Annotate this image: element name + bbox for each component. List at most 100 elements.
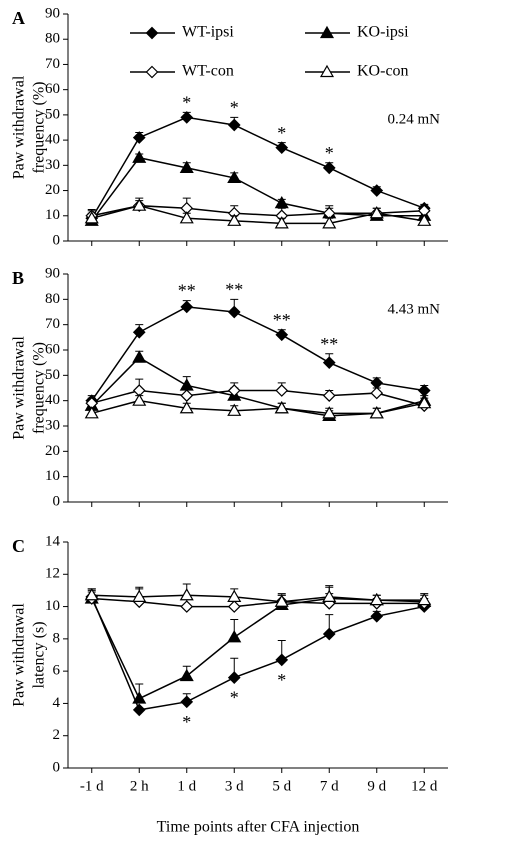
legend-label: WT-ipsi bbox=[182, 24, 234, 41]
triangle-marker bbox=[132, 350, 147, 363]
triangle-marker bbox=[84, 211, 99, 224]
y-tick-label: 20 bbox=[45, 443, 60, 459]
triangle-marker bbox=[319, 25, 335, 39]
triangle-marker bbox=[322, 589, 337, 602]
triangle-marker bbox=[132, 393, 147, 406]
x-tick-label: 5 d bbox=[272, 778, 291, 794]
significance-mark: * bbox=[182, 92, 191, 112]
y-axis-title: latency (s) bbox=[31, 621, 48, 688]
diamond-marker bbox=[145, 65, 159, 79]
significance-mark: * bbox=[277, 123, 286, 143]
diamond-marker bbox=[322, 627, 336, 641]
triangle-marker bbox=[84, 588, 99, 601]
y-tick-label: 12 bbox=[45, 566, 60, 582]
triangle-marker bbox=[274, 401, 289, 414]
triangle-marker bbox=[369, 206, 384, 219]
y-tick-label: 14 bbox=[45, 533, 61, 549]
significance-mark: ** bbox=[273, 310, 291, 330]
diamond-marker bbox=[370, 386, 384, 400]
y-axis-title: Paw withdrawal bbox=[11, 603, 28, 707]
triangle-marker bbox=[179, 588, 194, 601]
diamond-marker bbox=[132, 703, 146, 717]
diamond-marker bbox=[145, 26, 159, 40]
x-tick-label: 3 d bbox=[225, 778, 244, 794]
triangle-marker bbox=[322, 216, 337, 229]
triangle-marker bbox=[179, 160, 194, 173]
legend-label: KO-ipsi bbox=[357, 24, 409, 41]
y-tick-label: 30 bbox=[45, 417, 60, 433]
series-line bbox=[91, 594, 425, 603]
series-line bbox=[91, 399, 425, 415]
series-line bbox=[91, 204, 425, 225]
triangle-marker bbox=[179, 668, 194, 682]
x-tick-label: 9 d bbox=[367, 778, 386, 794]
y-tick-label: 4 bbox=[53, 695, 61, 711]
y-tick-label: 0 bbox=[53, 493, 61, 509]
y-tick-label: 70 bbox=[45, 316, 60, 332]
y-tick-label: 50 bbox=[45, 106, 60, 122]
y-tick-label: 50 bbox=[45, 367, 60, 383]
series-line bbox=[91, 389, 425, 407]
y-tick-label: 80 bbox=[45, 291, 60, 307]
diamond-marker bbox=[180, 695, 194, 709]
triangle-marker bbox=[179, 211, 194, 224]
significance-mark: * bbox=[230, 98, 239, 118]
diamond-marker bbox=[180, 600, 194, 613]
x-tick-label: 7 d bbox=[320, 778, 339, 794]
significance-mark: * bbox=[277, 670, 286, 690]
x-tick-label: -1 d bbox=[80, 778, 104, 794]
series-line bbox=[91, 116, 425, 219]
y-axis-title: frequency (%) bbox=[31, 82, 48, 174]
triangle-marker bbox=[227, 630, 242, 643]
y-tick-label: 10 bbox=[45, 598, 60, 614]
y-axis-title: frequency (%) bbox=[31, 342, 48, 434]
triangle-marker bbox=[132, 150, 147, 163]
triangle-marker bbox=[227, 403, 242, 416]
diamond-marker bbox=[275, 328, 289, 342]
legend-label: WT-con bbox=[182, 63, 234, 80]
diamond-marker bbox=[275, 384, 289, 397]
significance-mark: ** bbox=[225, 279, 243, 299]
triangle-marker bbox=[417, 395, 432, 409]
panel-letter: A bbox=[12, 8, 25, 28]
y-tick-label: 10 bbox=[45, 468, 60, 484]
triangle-marker bbox=[369, 406, 384, 419]
diamond-marker bbox=[322, 356, 336, 370]
triangle-marker bbox=[179, 401, 194, 414]
condition-label: 4.43 mN bbox=[388, 301, 441, 317]
significance-mark: * bbox=[230, 688, 239, 708]
y-tick-label: 0 bbox=[53, 232, 61, 248]
legend-label: KO-con bbox=[357, 63, 409, 80]
y-tick-label: 40 bbox=[45, 392, 60, 408]
triangle-marker bbox=[132, 198, 147, 211]
diamond-marker bbox=[180, 111, 194, 124]
diamond-marker bbox=[227, 384, 241, 397]
series-line bbox=[91, 204, 425, 217]
y-axis-title: Paw withdrawal bbox=[11, 75, 28, 179]
y-tick-label: 30 bbox=[45, 157, 60, 173]
triangle-marker bbox=[369, 592, 384, 606]
y-tick-label: 80 bbox=[45, 31, 60, 47]
diamond-marker bbox=[227, 305, 241, 319]
diamond-marker bbox=[227, 118, 241, 132]
diamond-marker bbox=[180, 300, 194, 314]
triangle-marker bbox=[322, 406, 337, 419]
triangle-marker bbox=[417, 592, 432, 606]
diamond-marker bbox=[370, 184, 384, 197]
y-tick-label: 60 bbox=[45, 341, 60, 357]
significance-mark: ** bbox=[178, 281, 196, 301]
diamond-marker bbox=[275, 653, 289, 667]
panel-letter: B bbox=[12, 268, 24, 288]
series-line bbox=[91, 306, 425, 402]
triangle-marker bbox=[227, 589, 242, 602]
significance-mark: * bbox=[182, 712, 191, 732]
triangle-marker bbox=[274, 594, 289, 607]
condition-label: 0.24 mN bbox=[388, 111, 441, 127]
diamond-marker bbox=[322, 389, 336, 402]
series-line bbox=[91, 597, 425, 608]
significance-mark: * bbox=[325, 143, 334, 163]
diamond-marker bbox=[322, 161, 336, 175]
diamond-marker bbox=[227, 600, 241, 613]
